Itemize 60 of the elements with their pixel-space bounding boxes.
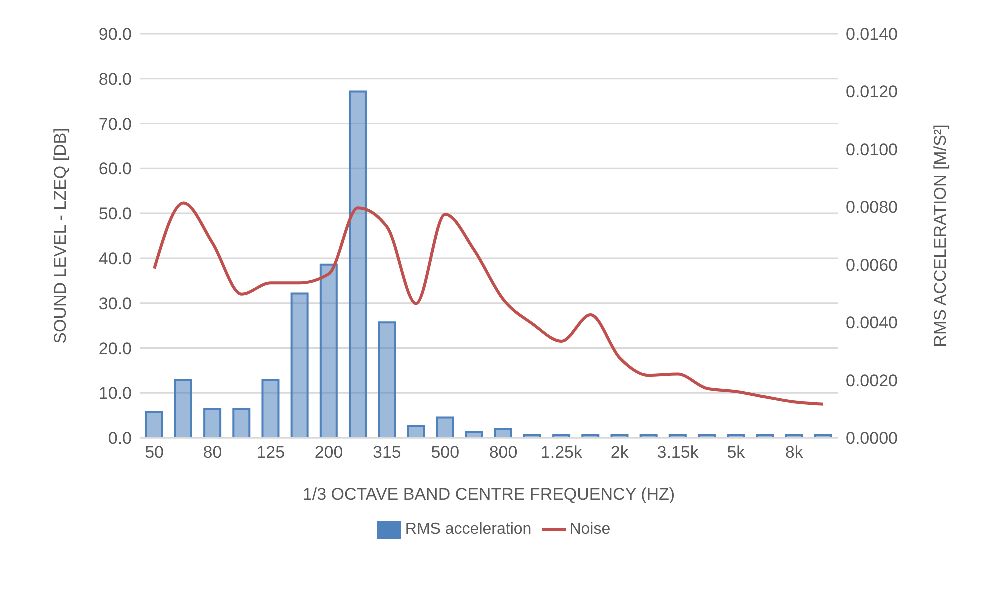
- bar: [262, 379, 280, 438]
- bar: [727, 434, 746, 438]
- y2-tick-label: 0.0080: [846, 198, 898, 218]
- y2-tick-label: 0.0140: [846, 25, 898, 44]
- bar: [204, 408, 222, 438]
- y-tick-label: 30.0: [98, 294, 132, 314]
- y-tick-label: 50.0: [98, 204, 132, 224]
- x-tick-label: 125: [256, 443, 286, 462]
- y-tick-label: 90.0: [98, 25, 132, 44]
- bar: [523, 434, 542, 438]
- y-tick-label: 60.0: [98, 160, 132, 179]
- bar: [348, 90, 367, 438]
- bar: [290, 292, 309, 438]
- y2-tick-label: 0.0040: [846, 314, 898, 333]
- bar: [407, 425, 426, 438]
- x-tick-label: 8k: [785, 443, 804, 462]
- x-tick-label: 80: [203, 443, 222, 462]
- x-tick-label: 3.15k: [657, 443, 700, 462]
- x-tick-label: 50: [145, 443, 164, 462]
- x-tick-label: 200: [314, 443, 344, 462]
- bar: [814, 434, 832, 438]
- bar: [145, 411, 164, 438]
- y-axis-title: SOUND LEVEL - LZEQ [DB]: [51, 128, 70, 344]
- bar: [378, 322, 396, 438]
- y-tick-label: 0.0: [108, 429, 132, 448]
- bar: [668, 434, 687, 438]
- x-tick-label: 500: [431, 443, 460, 462]
- y2-tick-label: 0.0060: [846, 256, 898, 275]
- x-tick-label: 5k: [727, 443, 746, 462]
- bar: [436, 416, 454, 438]
- y-tick-label: 40.0: [98, 249, 132, 268]
- bar: [785, 434, 804, 438]
- legend-label: RMS acceleration: [405, 521, 532, 538]
- y-tick-label: 10.0: [98, 384, 132, 404]
- bar: [552, 434, 571, 438]
- bar: [174, 379, 192, 438]
- x-tick-label: 2k: [610, 443, 630, 462]
- bar: [610, 434, 629, 438]
- bar: [465, 431, 484, 438]
- bar: [320, 264, 338, 438]
- y2-tick-label: 0.0000: [846, 429, 898, 448]
- y2-tick-label: 0.0020: [846, 371, 898, 390]
- bar: [756, 434, 774, 438]
- y-tick-label: 80.0: [98, 70, 132, 89]
- legend-label: Noise: [570, 521, 611, 538]
- x-tick-label: 800: [489, 443, 518, 462]
- y2-axis-title: RMS ACCELERATION [M/S²]: [931, 124, 950, 348]
- y2-tick-label: 0.0100: [846, 140, 898, 160]
- x-tick-label: 1.25k: [540, 443, 583, 462]
- bar: [232, 408, 251, 438]
- y-tick-label: 70.0: [98, 114, 132, 134]
- y2-tick-label: 0.0120: [846, 82, 898, 102]
- bar: [582, 434, 600, 438]
- bar: [640, 434, 658, 438]
- bar: [494, 428, 512, 438]
- y-tick-label: 20.0: [98, 339, 132, 358]
- x-tick-label: 315: [373, 443, 402, 462]
- x-axis-title: 1/3 OCTAVE BAND CENTRE FREQUENCY (HZ): [302, 485, 676, 504]
- bar: [698, 434, 716, 438]
- line-series: [153, 202, 825, 406]
